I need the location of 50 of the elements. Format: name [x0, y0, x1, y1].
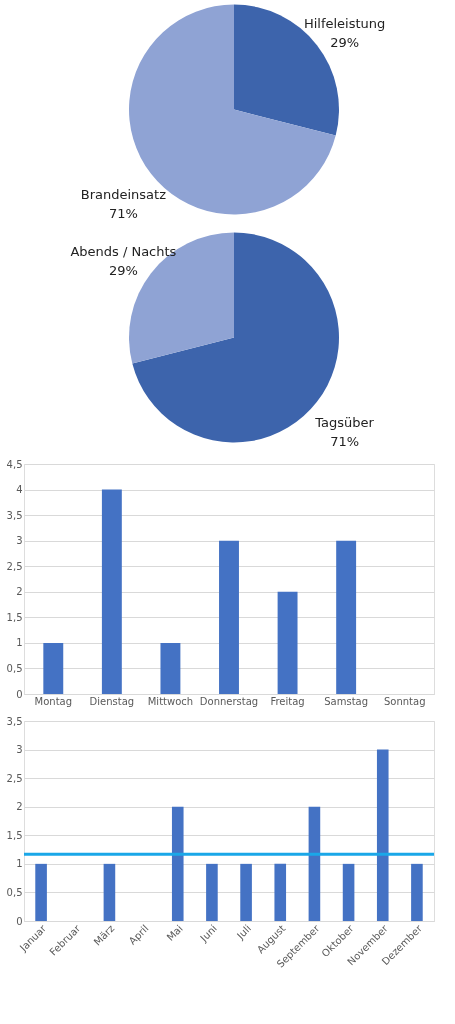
y-tick-label: 3: [16, 744, 23, 756]
bar: [336, 540, 357, 694]
y-tick-label: 3,5: [6, 715, 23, 727]
x-tick-label: Dienstag: [89, 695, 135, 707]
data-label: 71%: [108, 206, 138, 222]
x-tick-label: Donnerstag: [199, 695, 259, 707]
y-tick-label: 0,5: [6, 662, 23, 674]
bar: [376, 749, 389, 921]
slice-label: Tagsüber: [314, 415, 375, 431]
x-tick-label: Mittwoch: [147, 695, 194, 707]
y-tick-label: 4: [16, 484, 23, 496]
bar: [171, 806, 184, 921]
bar: [160, 642, 181, 694]
data-label: 29%: [108, 262, 138, 278]
data-label: 71%: [330, 434, 360, 450]
bar: [206, 863, 218, 921]
bar: [342, 863, 355, 921]
slice-label: Abends / Nachts: [70, 243, 177, 259]
bar: [219, 540, 239, 694]
y-tick-label: 1,5: [6, 829, 23, 841]
x-tick-label: Mai: [164, 922, 185, 943]
bar: [43, 642, 64, 694]
x-tick-label: Montag: [34, 695, 73, 707]
y-tick-label: 1,5: [6, 611, 23, 623]
x-tick-label: Samstag: [324, 695, 369, 707]
bar: [411, 863, 423, 921]
y-tick-label: 3: [16, 535, 23, 547]
bar: [240, 863, 252, 921]
bar: [277, 591, 298, 694]
bar: [103, 863, 116, 921]
y-tick-label: 4,5: [6, 458, 23, 470]
y-tick-label: 3,5: [6, 509, 23, 521]
y-tick-label: 0,5: [6, 886, 23, 898]
y-tick-label: 1: [16, 858, 23, 870]
bar: [35, 863, 47, 921]
y-tick-label: 2,5: [6, 560, 23, 572]
bar: [274, 863, 287, 921]
y-tick-label: 2,5: [6, 772, 23, 784]
x-tick-label: Sonntag: [383, 695, 426, 707]
slice-label: Hilfeleistung: [303, 15, 386, 31]
bar: [308, 806, 321, 921]
y-tick-label: 0: [16, 915, 23, 927]
y-tick-label: 2: [16, 801, 23, 813]
slice-label: Brandeinsatz: [80, 187, 167, 203]
x-tick-label: Freitag: [270, 695, 305, 707]
data-label: 29%: [330, 34, 360, 50]
y-tick-label: 2: [16, 586, 23, 598]
bar: [101, 489, 122, 694]
y-tick-label: 0: [16, 688, 23, 700]
y-tick-label: 1: [16, 637, 23, 649]
